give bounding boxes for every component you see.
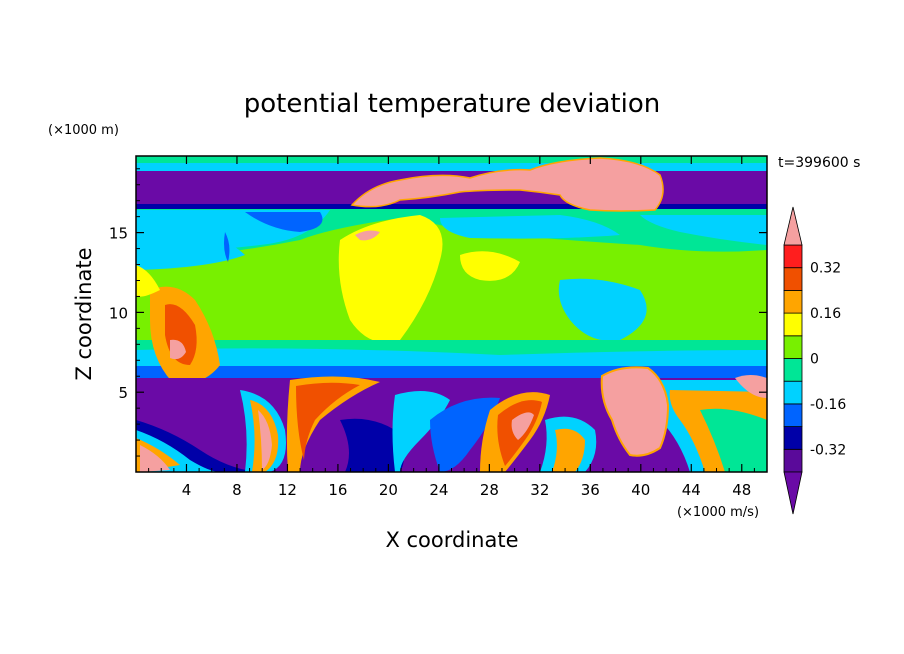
y-axis-label: Z coordinate	[72, 247, 96, 380]
chart-title: potential temperature deviation	[244, 89, 660, 119]
field-plume-pink	[170, 339, 186, 360]
colorbar-label: 0.16	[810, 306, 841, 322]
x-unit-label: (×1000 m/s)	[677, 505, 759, 520]
field-top-edge-2	[136, 163, 767, 173]
colorbar-swatch	[783, 267, 803, 291]
x-axis: 4 8 12 16 20 24 28 32 36 40 44 48	[148, 156, 755, 499]
field-yellow-mid	[460, 251, 520, 281]
colorbar-label: 0.32	[810, 261, 841, 277]
field-swirl-1d	[140, 445, 170, 472]
colorbar-label: -0.32	[810, 442, 846, 458]
colorbar-label: -0.16	[810, 397, 846, 413]
y-tick-label: 15	[109, 225, 128, 243]
y-tick-label: 10	[109, 304, 128, 322]
x-tick-label: 12	[278, 481, 297, 499]
x-tick-label: 36	[581, 481, 600, 499]
x-tick-label: 8	[232, 481, 242, 499]
colorbar-over-arrow	[783, 206, 803, 246]
field-upper-blue-streak	[224, 232, 230, 262]
colorbar-swatch	[783, 448, 803, 473]
field-top-edge	[136, 156, 767, 163]
y-tick-label: 5	[118, 384, 128, 402]
x-tick-label: 48	[732, 481, 751, 499]
x-tick-label: 24	[429, 481, 448, 499]
field-mid-cyan-patch	[558, 278, 647, 341]
field-upper-cyan-mid	[440, 215, 620, 239]
colorbar: -0.32 -0.16 0 0.16 0.32	[783, 206, 846, 515]
field-lower-blue-band	[136, 366, 767, 378]
colorbar-swatch	[783, 403, 803, 427]
field-swirl-9c	[700, 408, 767, 472]
field-swirl-2c	[258, 410, 272, 470]
x-tick-label: 40	[631, 481, 650, 499]
field-swirl-7c	[511, 412, 534, 440]
field-stratosphere-edge	[136, 204, 767, 209]
field-swirl-6	[430, 397, 500, 472]
field-plume-edge	[136, 265, 160, 297]
colorbar-swatch	[783, 312, 803, 337]
y-unit-label: (×1000 m)	[48, 123, 119, 138]
x-tick-label: 20	[379, 481, 398, 499]
x-tick-label: 28	[480, 481, 499, 499]
colorbar-under-arrow	[783, 471, 803, 515]
field-swirl-8b	[552, 428, 585, 472]
colorbar-swatch	[783, 335, 803, 359]
colorbar-swatch	[783, 358, 803, 382]
field-anomaly-lower	[600, 366, 670, 457]
field-yellow-upper	[338, 215, 443, 343]
plot-area	[136, 156, 767, 472]
field-upper-blue-top	[245, 212, 323, 232]
field-upper-cyan-left-2	[136, 235, 245, 270]
x-axis-label: X coordinate	[385, 528, 518, 552]
field-upper-cyan-right	[640, 215, 767, 245]
x-tick-label: 4	[182, 481, 192, 499]
colorbar-swatch	[783, 426, 803, 450]
x-tick-label: 32	[530, 481, 549, 499]
colorbar-swatch	[783, 244, 803, 269]
field-anomaly-fleck	[355, 230, 380, 241]
x-tick-label: 16	[328, 481, 347, 499]
field-swirl-5	[392, 391, 450, 472]
y-axis: 5 10 15	[109, 168, 767, 457]
colorbar-label: 0	[810, 352, 819, 368]
field-swirl-4	[340, 418, 404, 472]
colorbar-swatch	[783, 380, 803, 405]
time-label: t=399600 s	[778, 155, 860, 171]
colorbar-swatch	[783, 289, 803, 314]
x-tick-label: 44	[682, 481, 701, 499]
field-anomaly-upper	[350, 157, 664, 212]
field-swirl-3b	[296, 382, 360, 460]
